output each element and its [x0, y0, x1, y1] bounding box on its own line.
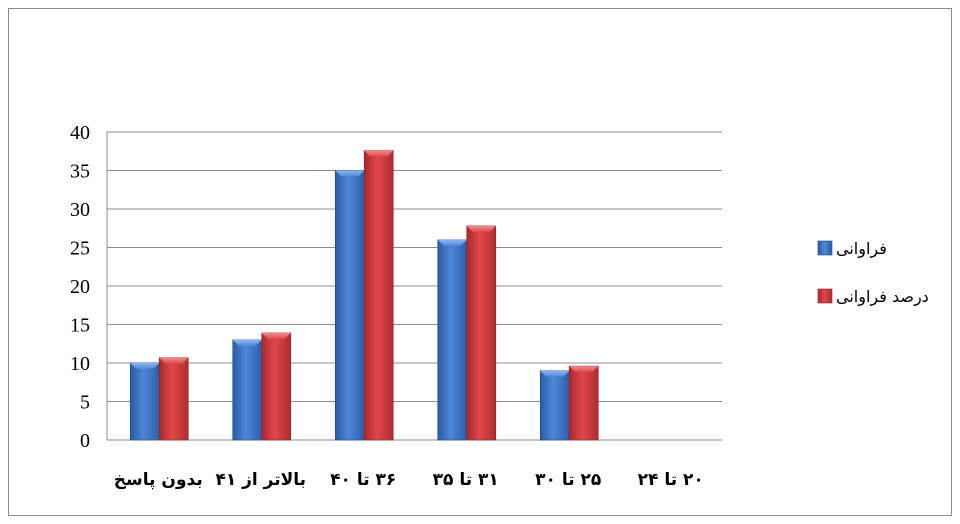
bar-frequency — [232, 339, 263, 441]
bar-top-bevel — [466, 225, 496, 232]
y-tick-label: 25 — [70, 238, 90, 260]
y-tick-label: 5 — [80, 392, 90, 414]
bar-top-bevel — [335, 170, 365, 177]
x-category-label: ۳۱ تا ۳۵ — [433, 470, 499, 490]
y-axis: 0 5 10 15 20 25 30 35 40 — [70, 122, 108, 452]
bar-percent — [363, 150, 394, 441]
bar-top-bevel — [364, 150, 394, 157]
bar-percent — [466, 225, 497, 441]
bar-frequency — [539, 370, 570, 441]
legend-label: درصد فراوانی — [836, 287, 929, 307]
bar-frequency — [334, 170, 365, 441]
x-category-label: ۲۵ تا ۳۰ — [535, 470, 601, 490]
bar-frequency — [437, 239, 468, 441]
bar-top-bevel — [159, 357, 189, 364]
legend: فراوانی درصد فراوانی — [817, 239, 929, 307]
bar-top-bevel — [130, 363, 160, 369]
bars — [129, 150, 599, 441]
y-tick-label: 10 — [70, 353, 90, 375]
bar-percent — [568, 365, 599, 441]
gridlines — [107, 131, 722, 441]
y-tick-label: 20 — [70, 276, 90, 298]
legend-label: فراوانی — [836, 239, 887, 259]
legend-swatch — [817, 288, 833, 304]
bar-percent — [261, 332, 292, 441]
bar-percent — [158, 357, 189, 441]
x-category-label: بالاتر از ۴۱ — [215, 470, 306, 490]
legend-swatch — [817, 240, 833, 256]
bar-top-bevel — [569, 366, 599, 373]
bar-top-bevel — [540, 370, 570, 377]
x-axis-labels: ۲۰ تا ۲۴ ۲۵ تا ۳۰ ۳۱ تا ۳۵ ۳۶ تا ۴۰ بالاتر ا… — [114, 470, 704, 490]
bar-top-bevel — [261, 332, 291, 339]
x-category-label: ۳۶ تا ۴۰ — [330, 470, 396, 490]
x-category-label: بدون پاسخ — [114, 470, 203, 490]
y-tick-label: 15 — [70, 315, 90, 337]
y-tick-label: 40 — [70, 122, 90, 144]
y-tick-label: 30 — [70, 199, 90, 221]
y-tick-label: 0 — [80, 430, 90, 452]
y-tick-label: 35 — [70, 161, 90, 183]
bar-top-bevel — [232, 339, 262, 346]
bar-top-bevel — [437, 239, 467, 246]
bar-frequency — [129, 362, 160, 441]
x-category-label: ۲۰ تا ۲۴ — [638, 470, 704, 490]
